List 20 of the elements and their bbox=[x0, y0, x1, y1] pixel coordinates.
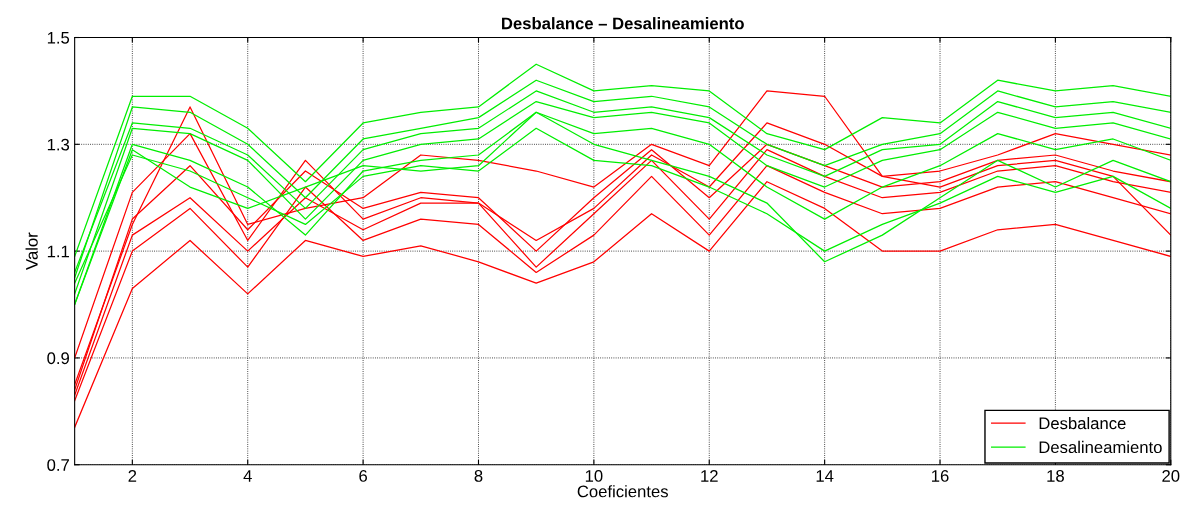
y-tick-label: 1.1 bbox=[47, 245, 69, 258]
x-tick-label: 16 bbox=[932, 470, 949, 482]
x-tick-label: 6 bbox=[359, 470, 368, 482]
legend-label: Desbalance bbox=[1039, 416, 1126, 430]
chart-title: Desbalance – Desalineamiento bbox=[502, 17, 744, 30]
x-tick-label: 8 bbox=[474, 470, 483, 482]
y-tick-label: 0.7 bbox=[47, 459, 69, 471]
y-tick-label: 1.3 bbox=[47, 138, 70, 151]
y-axis-title: Valor bbox=[25, 232, 38, 270]
legend-label: Desalineamiento bbox=[1039, 440, 1162, 454]
x-axis-title: Coeficientes bbox=[577, 485, 668, 498]
x-tick-label: 10 bbox=[585, 470, 603, 482]
x-tick-label: 4 bbox=[243, 470, 252, 482]
x-tick-label: 20 bbox=[1162, 470, 1180, 482]
x-tick-label: 12 bbox=[701, 470, 718, 482]
x-tick-label: 2 bbox=[128, 470, 137, 482]
x-tick-label: 18 bbox=[1047, 470, 1064, 482]
y-tick-label: 1.5 bbox=[47, 32, 70, 44]
x-tick-label: 14 bbox=[816, 470, 834, 482]
y-tick-label: 0.9 bbox=[47, 352, 70, 365]
